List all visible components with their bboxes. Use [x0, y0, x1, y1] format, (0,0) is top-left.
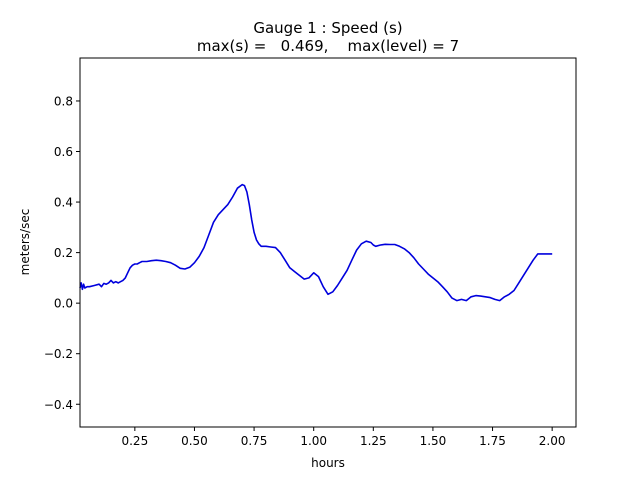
y-tick-label: −0.2 [44, 347, 73, 361]
speed-series-line [79, 183, 553, 302]
x-tick-label: 0.50 [181, 434, 208, 448]
ticks-layer: 0.25 0.50 0.75 1.00 1.25 1.50 1.75 2.00 −0.4 −0.2… [44, 94, 566, 448]
x-tick-label: 1.75 [479, 434, 506, 448]
y-tick-label: 0.2 [54, 246, 73, 260]
y-tick-label: −0.4 [44, 398, 73, 412]
y-tick-label: 0.0 [54, 297, 73, 311]
plot-frame [79, 57, 577, 428]
x-tick-label: 0.75 [241, 434, 268, 448]
y-tick-label: 0.8 [54, 94, 73, 108]
x-tick-label: 0.25 [121, 434, 148, 448]
x-tick-label: 1.50 [420, 434, 447, 448]
x-tick-label: 2.00 [539, 434, 566, 448]
x-axis-label: hours [311, 456, 345, 470]
y-axis-label: meters/sec [18, 209, 32, 276]
chart-title: Gauge 1 : Speed (s) [253, 19, 402, 37]
chart-subtitle: max(s) = 0.469, max(level) = 7 [197, 37, 459, 55]
x-tick-label: 1.00 [300, 434, 327, 448]
y-tick-label: 0.4 [54, 196, 73, 210]
x-tick-label: 1.25 [360, 434, 387, 448]
y-tick-label: 0.6 [54, 145, 73, 159]
